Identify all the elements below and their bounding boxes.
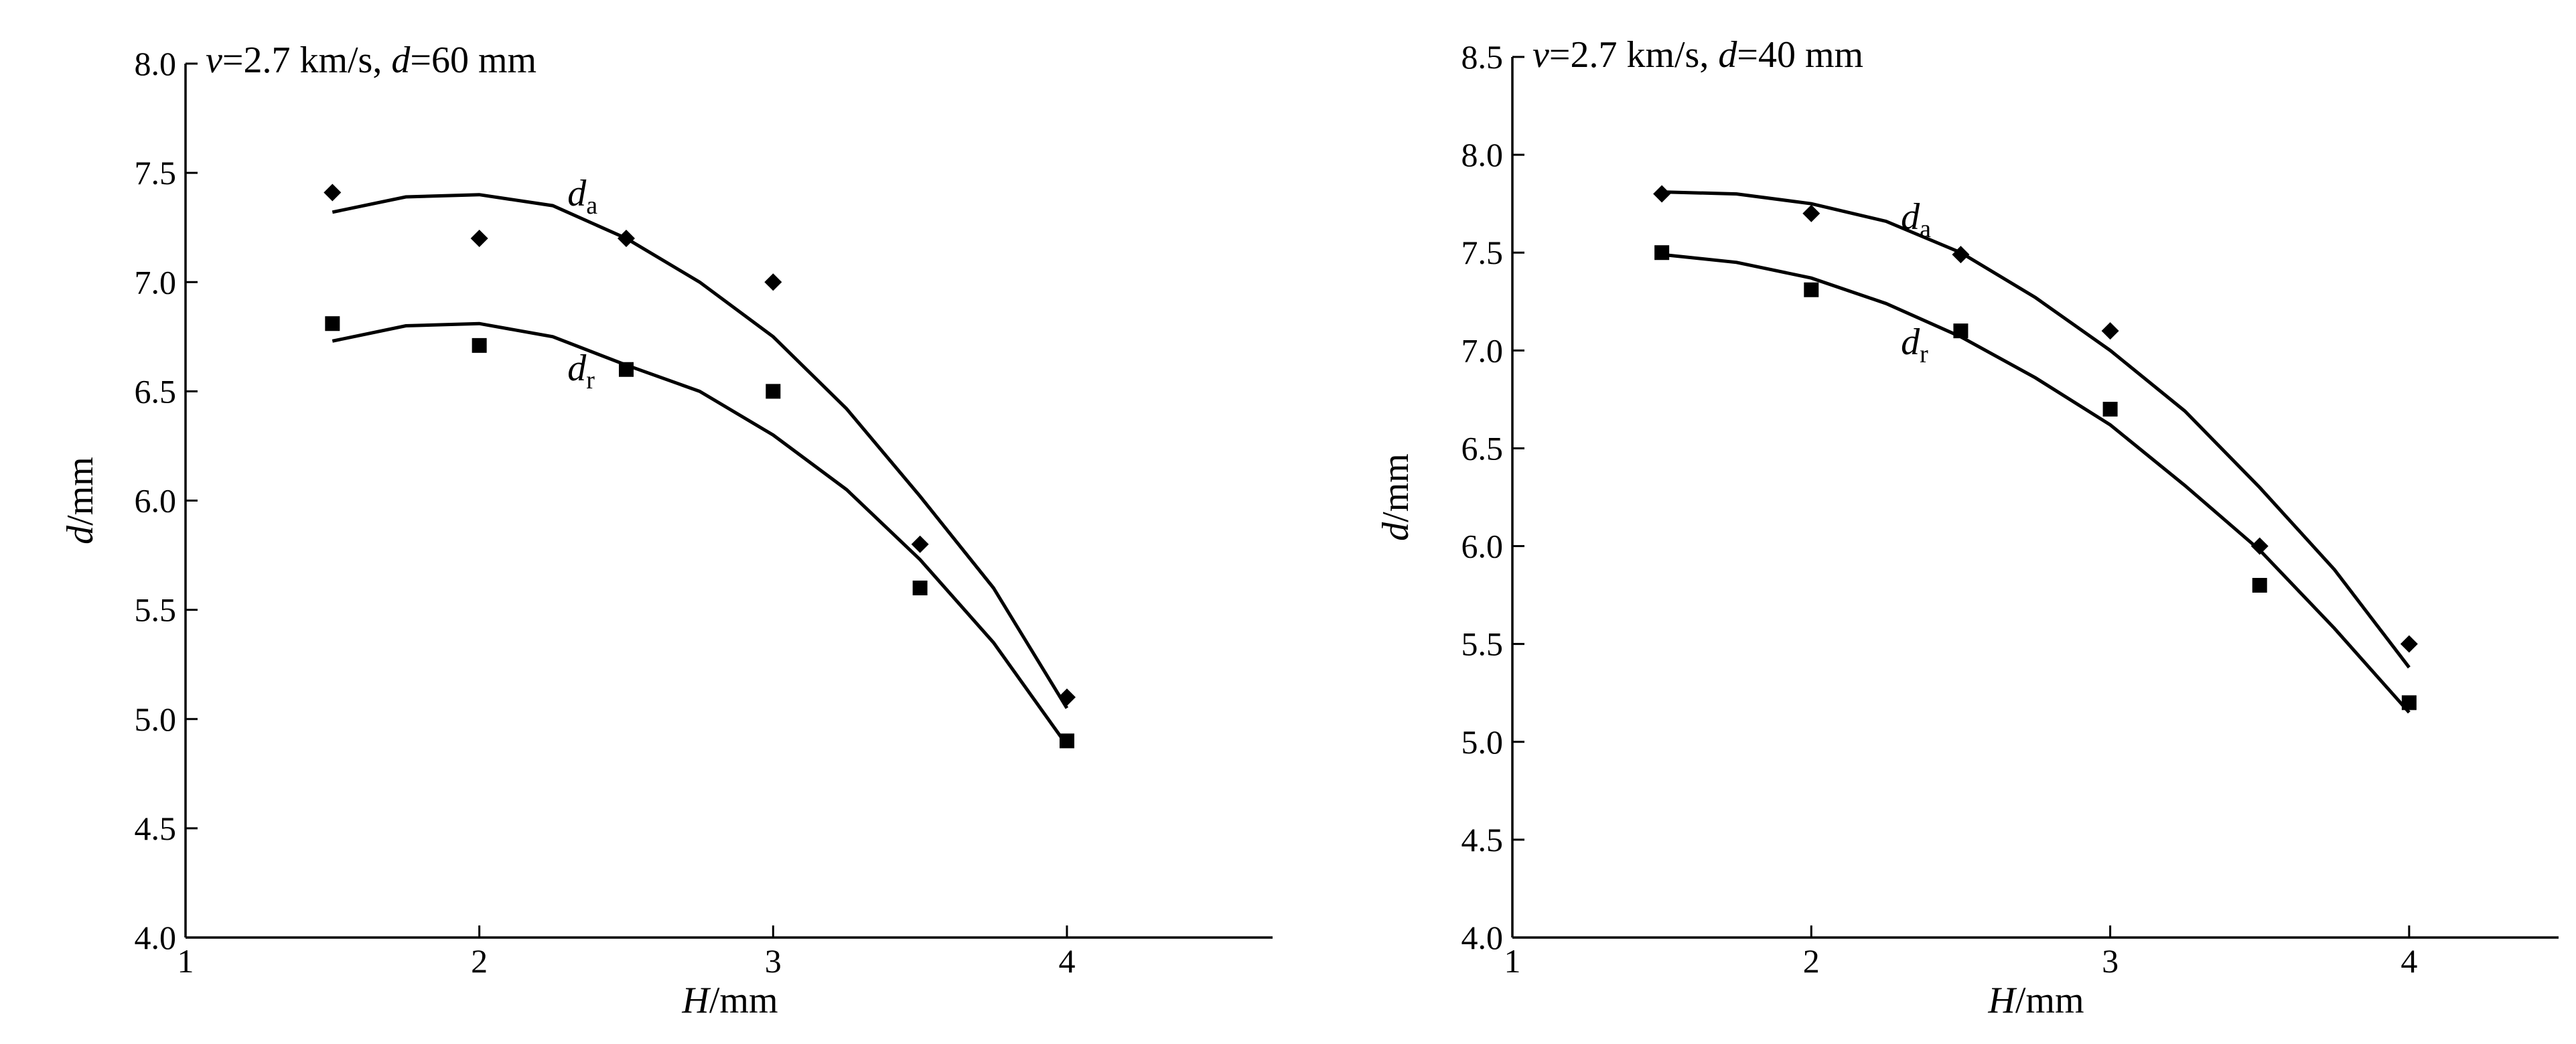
data-point-dr: [325, 316, 340, 331]
series-label-da: da: [1901, 196, 1931, 243]
series-label-dr: dr: [567, 348, 595, 394]
data-point-dr: [472, 338, 487, 353]
data-point-dr: [618, 362, 634, 377]
y-tick-label: 5.0: [1461, 723, 1504, 761]
y-tick-label: 8.5: [1461, 38, 1504, 76]
data-point-dr: [912, 581, 928, 595]
data-point-dr: [1059, 733, 1074, 749]
data-point-da: [1653, 185, 1671, 203]
series-label-da: da: [567, 173, 597, 220]
fit-curve-dr: [332, 321, 1068, 747]
fit-curve-da: [332, 193, 1069, 709]
data-point-da: [2400, 635, 2418, 653]
chart-panel-left: 4.0 4.5 5.0 5.5 6.0 6.5 7.0 7.5 8.0 1 2 3 4 v=2.7 km/…: [60, 40, 1273, 1021]
x-tick-label: 4: [1058, 942, 1075, 980]
chart-panel-right: 4.0 4.5 5.0 5.5 6.0 6.5 7.0 7.5 8.0 8.5 1 2 3 4 v=2.7 …: [1375, 34, 2559, 1021]
y-tick-label: 4.0: [135, 919, 177, 956]
y-axis-label: d/mm: [60, 457, 101, 544]
fit-curve-da: [1662, 190, 2411, 669]
y-tick-label: 4.0: [1461, 919, 1504, 956]
data-point-da: [1802, 204, 1820, 222]
y-tick-label: 6.5: [135, 372, 177, 410]
y-tick-label: 6.0: [135, 482, 177, 520]
data-point-dr: [1804, 282, 1819, 297]
y-axis-label: d/mm: [1375, 453, 1417, 541]
data-point-da: [2250, 537, 2269, 555]
fit-curve-dr: [1661, 252, 2411, 714]
y-tick-label: 5.5: [1461, 625, 1504, 663]
x-tick-label: 2: [1803, 942, 1820, 980]
panel-annotation: v=2.7 km/s, d=40 mm: [1532, 34, 1863, 76]
y-tick-label: 5.5: [135, 591, 177, 629]
x-tick-label: 1: [177, 942, 194, 980]
series-label-dr: dr: [1901, 321, 1928, 368]
y-tick-label: 4.5: [135, 810, 177, 847]
x-tick-label: 3: [765, 942, 782, 980]
data-point-dr: [2401, 695, 2417, 711]
data-point-da: [764, 273, 782, 291]
y-tick-label: 7.0: [135, 263, 177, 301]
data-point-da: [470, 230, 488, 247]
x-tick-label: 1: [1504, 942, 1521, 980]
data-point-da: [324, 183, 342, 202]
data-point-dr: [766, 384, 781, 399]
data-point-da: [2101, 322, 2119, 340]
data-point-da: [1952, 246, 1970, 264]
x-tick-label: 2: [471, 942, 488, 980]
y-tick-label: 7.5: [1461, 234, 1504, 271]
data-point-dr: [2102, 402, 2118, 417]
x-tick-label: 3: [2102, 942, 2119, 980]
data-point-da: [911, 535, 929, 553]
panel-annotation: v=2.7 km/s, d=60 mm: [206, 40, 536, 81]
x-axis-label: H/mm: [1987, 980, 2084, 1021]
data-point-da: [617, 230, 635, 247]
data-point-dr: [2252, 578, 2267, 593]
y-tick-label: 7.5: [135, 154, 177, 192]
y-tick-label: 5.0: [135, 700, 177, 738]
y-tick-label: 6.5: [1461, 429, 1504, 467]
data-point-dr: [1953, 323, 1969, 339]
y-tick-label: 4.5: [1461, 821, 1504, 859]
y-tick-label: 7.0: [1461, 331, 1504, 369]
y-tick-label: 8.0: [1461, 136, 1504, 173]
x-tick-label: 4: [2401, 942, 2417, 980]
data-point-dr: [1654, 245, 1670, 260]
x-axis-label: H/mm: [681, 980, 778, 1021]
y-tick-label: 8.0: [135, 45, 177, 82]
y-tick-label: 6.0: [1461, 528, 1504, 565]
data-point-da: [1058, 688, 1076, 706]
